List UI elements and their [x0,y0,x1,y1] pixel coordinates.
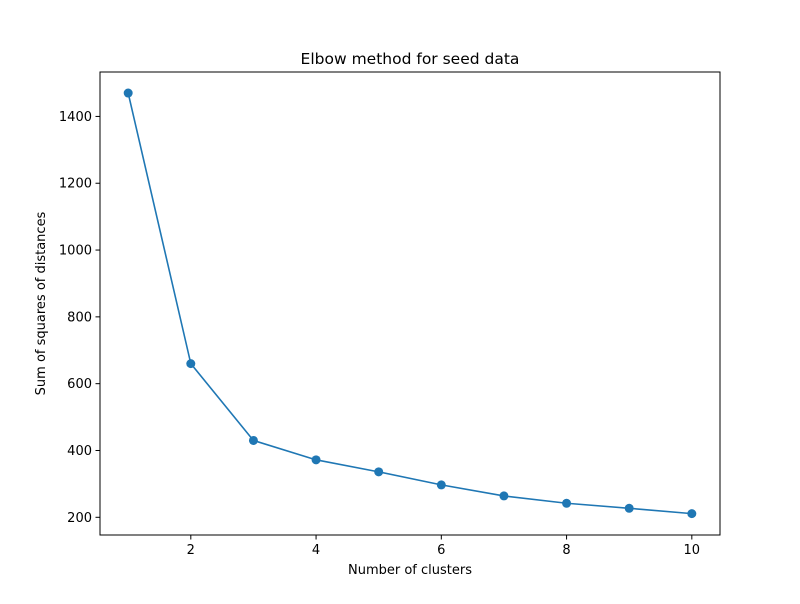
series-line [127,92,692,515]
x-tick-label: 2 [187,543,195,558]
y-tick-label: 1400 [59,110,92,125]
x-axis-label: Number of clusters [348,563,472,578]
x-axis-ticks: 2 4 6 8 10 [187,535,700,558]
y-tick-label: 600 [67,377,92,392]
chart-title: Elbow method for seed data [301,50,520,68]
y-tick-label: 1200 [59,177,92,192]
data-point [248,435,258,445]
y-axis-ticks: 200 400 600 800 1000 1200 1400 [59,110,100,526]
y-tick-label: 200 [67,511,92,526]
x-tick-label: 6 [437,543,445,558]
y-tick-label: 400 [67,444,92,459]
data-point [374,467,384,477]
x-tick-label: 8 [562,543,570,558]
y-tick-label: 800 [67,310,92,325]
data-point [436,480,446,490]
series-layer [123,88,697,519]
data-point [687,509,697,519]
x-tick-label: 4 [312,543,320,558]
data-point [562,498,572,508]
y-axis-label: Sum of squares of distances [34,211,49,395]
data-point [123,88,133,98]
y-tick-label: 1000 [59,244,92,259]
data-point [186,359,196,369]
plot-area: 2 4 6 8 10 200 400 600 800 1000 1200 1400 [59,71,721,558]
data-point [311,455,321,465]
x-tick-label: 10 [684,543,701,558]
axes-frame [99,71,721,536]
data-point [624,503,634,513]
data-point [499,491,509,501]
